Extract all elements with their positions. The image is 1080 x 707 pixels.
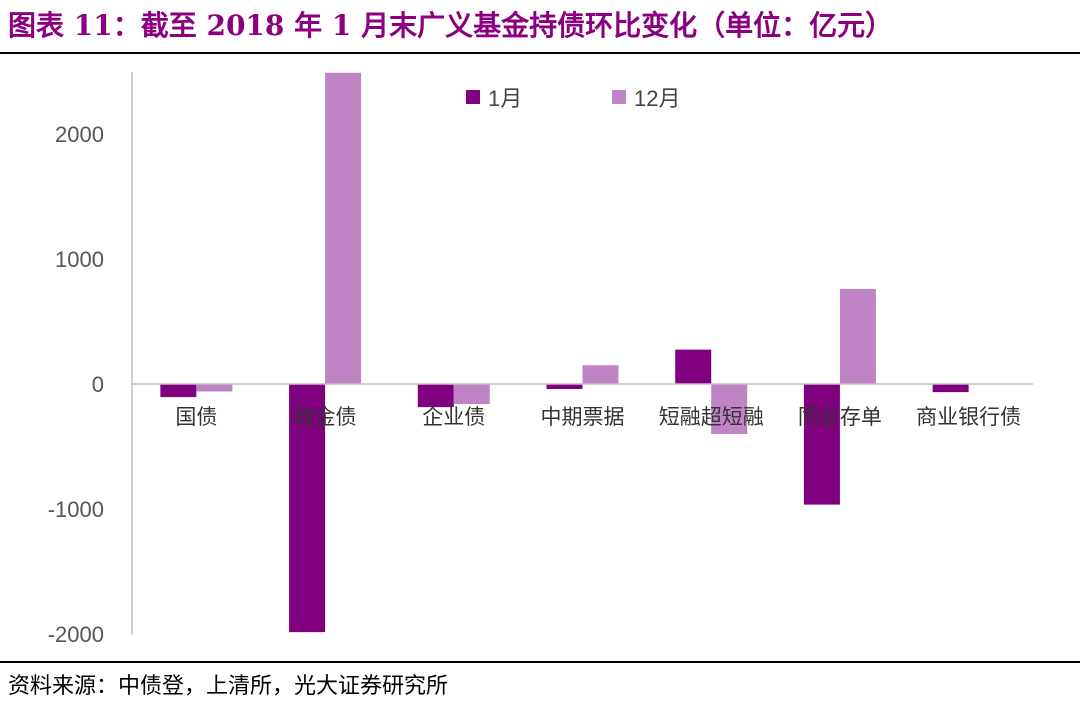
top-rule [0, 52, 1080, 54]
legend-swatch-dec [612, 90, 626, 104]
bar-dec-1 [325, 72, 362, 384]
figure-title: 图表 11：截至 2018 年 1 月末广义基金持债环比变化（单位：亿元） [8, 9, 894, 42]
y-tick-label: 0 [92, 372, 104, 397]
category-label: 商业银行债 [916, 405, 1021, 429]
category-label: 企业债 [422, 405, 485, 429]
category-label: 国债 [175, 405, 217, 429]
y-tick-label: 1000 [55, 247, 104, 272]
legend-label-jan: 1月 [488, 86, 522, 111]
legend-swatch-jan [466, 90, 480, 104]
bar-dec-0 [196, 384, 233, 392]
category-label: 政金债 [294, 405, 357, 429]
category-label: 中期票据 [541, 405, 625, 429]
bottom-rule [0, 661, 1080, 663]
y-tick-labels: 2000 1000 0 -1000 -2000 [48, 122, 104, 647]
bar-jan-4 [675, 349, 712, 384]
bar-jan-3 [546, 384, 583, 389]
category-label: 短融超短融 [659, 405, 764, 429]
legend: 1月 12月 [466, 86, 680, 111]
category-label: 同业存单 [798, 405, 882, 429]
bar-jan-5 [803, 384, 840, 505]
bars-group [160, 72, 969, 633]
bar-jan-1 [289, 384, 326, 633]
y-tick-label: -2000 [48, 622, 104, 647]
bar-jan-2 [417, 384, 454, 408]
bar-dec-4 [711, 384, 748, 434]
bar-dec-3 [582, 365, 619, 384]
legend-label-dec: 12月 [634, 86, 680, 111]
bar-dec-5 [839, 289, 876, 384]
category-labels: 国债 政金债 企业债 中期票据 短融超短融 同业存单 商业银行债 [175, 405, 1021, 429]
y-tick-label: -1000 [48, 497, 104, 522]
source-note: 资料来源：中债登，上清所，光大证券研究所 [8, 674, 449, 699]
bar-dec-2 [453, 384, 490, 404]
y-tick-label: 2000 [55, 122, 104, 147]
bar-jan-0 [160, 384, 197, 398]
bar-jan-6 [932, 384, 969, 393]
